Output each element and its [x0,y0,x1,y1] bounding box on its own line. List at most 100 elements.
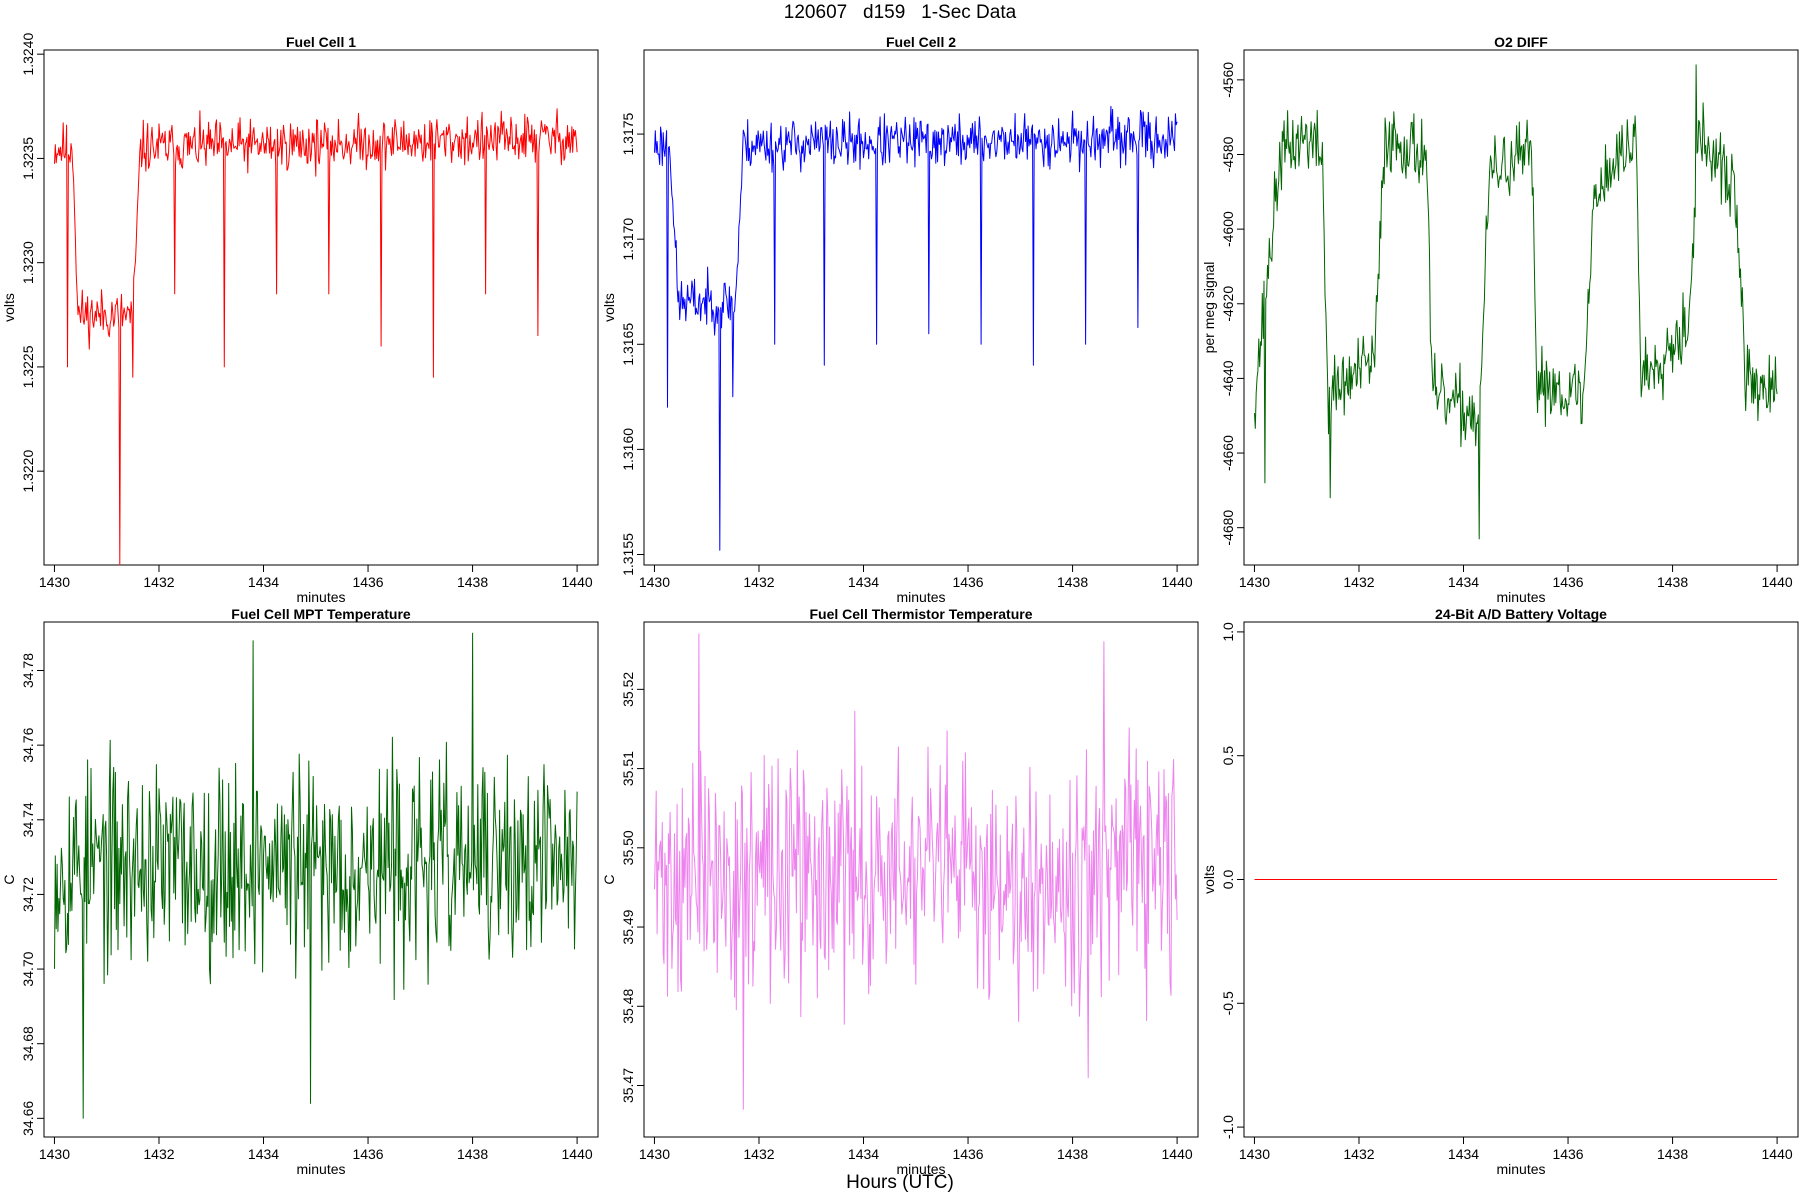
y-tick-label: 35.52 [620,672,636,707]
x-tick-label: 1434 [1448,574,1479,590]
x-tick-label: 1436 [952,1146,983,1162]
x-tick-label: 1438 [1657,1146,1688,1162]
x-tick-label: 1438 [457,574,488,590]
x-tick-label: 1430 [639,1146,670,1162]
x-tick-label: 1430 [39,1146,70,1162]
y-tick-label: -4600 [1220,211,1236,247]
y-tick-label: 1.3225 [20,345,36,388]
y-tick-label: 34.66 [20,1101,36,1136]
x-tick-label: 1440 [1162,1146,1193,1162]
plot-frame [43,49,599,566]
chart-svg: Fuel Cell Thermistor Temperature 1430 1432… [601,606,1199,1177]
chart-title: Fuel Cell Thermistor Temperature [809,606,1032,622]
x-tick-label: 1432 [143,1146,174,1162]
y-tick-label: 34.70 [20,951,36,986]
x-axis-label: minutes [896,1161,945,1177]
chart-svg: Fuel Cell MPT Temperature 1430 1432 1434 143… [1,606,599,1177]
x-tick-label: 1438 [1057,1146,1088,1162]
y-tick-label: -4560 [1220,62,1236,98]
x-tick-label: 1434 [848,574,879,590]
x-tick-label: 1432 [1343,1146,1374,1162]
x-tick-label: 1440 [1162,574,1193,590]
x-tick-label: 1436 [352,574,383,590]
x-tick-label: 1436 [352,1146,383,1162]
y-axis-label: volts [1,293,17,322]
series-line [54,108,578,566]
y-tick-label: 1.3235 [20,137,36,180]
x-tick-label: 1430 [639,574,670,590]
y-tick-label: 0.5 [1220,746,1236,766]
series-line [54,632,578,1119]
y-tick-label: -4580 [1220,136,1236,172]
panel-battery-voltage: 24-Bit A/D Battery Voltage 1430 1432 1434 14… [1200,600,1800,1185]
x-tick-label: 1434 [848,1146,879,1162]
x-tick-label: 1430 [39,574,70,590]
plot-frame [643,49,1199,566]
x-tick-label: 1432 [143,574,174,590]
x-tick-label: 1436 [952,574,983,590]
series-line [1254,64,1778,540]
x-tick-label: 1440 [562,574,593,590]
plot-frame [43,621,599,1138]
figure-title: 120607 d159 1-Sec Data [783,2,1017,23]
panel-mpt-temperature: Fuel Cell MPT Temperature 1430 1432 1434 143… [0,600,600,1185]
panel-fuel-cell-1: Fuel Cell 1 1430 1432 1434 1436 1438 1440 minut… [0,28,600,613]
y-tick-label: 1.3230 [20,241,36,284]
chart-svg: 24-Bit A/D Battery Voltage 1430 1432 1434 14… [1201,606,1799,1177]
x-tick-label: 1436 [1552,574,1583,590]
panel-thermistor-temperature: Fuel Cell Thermistor Temperature 1430 1432… [600,600,1200,1185]
chart-title: Fuel Cell 2 [886,34,956,50]
y-axis-label: per meg signal [1201,262,1217,354]
x-tick-label: 1432 [743,574,774,590]
y-tick-label: -4620 [1220,286,1236,322]
y-tick-label: -0.5 [1220,991,1236,1015]
x-axis-label: minutes [896,589,945,605]
series-line [654,633,1178,1110]
chart-title: Fuel Cell 1 [286,34,356,50]
y-axis-label: volts [601,293,617,322]
x-tick-label: 1434 [1448,1146,1479,1162]
y-tick-label: -4680 [1220,510,1236,546]
panel-o2-diff: O2 DIFF 1430 1432 1434 1436 1438 1440 minutes -4… [1200,28,1800,613]
y-tick-label: 1.3170 [620,218,636,261]
x-axis-label: minutes [1496,589,1545,605]
y-tick-label: 34.68 [20,1026,36,1061]
x-tick-label: 1430 [1239,1146,1270,1162]
y-tick-label: -1.0 [1220,1115,1236,1139]
y-tick-label: 0.0 [1220,870,1236,890]
x-tick-label: 1440 [1762,574,1793,590]
y-tick-label: -4640 [1220,360,1236,396]
x-axis-label: minutes [296,589,345,605]
y-tick-label: 35.50 [620,830,636,865]
x-tick-label: 1436 [1552,1146,1583,1162]
y-tick-label: 1.3165 [620,323,636,366]
y-tick-label: 1.3220 [20,450,36,493]
x-tick-label: 1440 [1762,1146,1793,1162]
chart-svg: Fuel Cell 2 1430 1432 1434 1436 1438 1440 minut… [601,34,1199,605]
x-tick-label: 1432 [743,1146,774,1162]
chart-title: 24-Bit A/D Battery Voltage [1435,606,1607,622]
x-tick-label: 1432 [1343,574,1374,590]
x-tick-label: 1434 [248,574,279,590]
chart-title: O2 DIFF [1494,34,1548,50]
y-axis-label: C [601,874,617,884]
x-tick-label: 1440 [562,1146,593,1162]
y-tick-label: 35.47 [620,1068,636,1103]
x-tick-label: 1438 [1657,574,1688,590]
y-axis-label: C [1,874,17,884]
x-axis-label: minutes [296,1161,345,1177]
y-tick-label: 34.74 [20,802,36,837]
chart-title: Fuel Cell MPT Temperature [231,606,411,622]
y-tick-label: 35.51 [620,751,636,786]
panel-fuel-cell-2: Fuel Cell 2 1430 1432 1434 1436 1438 1440 minut… [600,28,1200,613]
y-tick-label: 35.49 [620,909,636,944]
y-tick-label: 1.3175 [620,112,636,155]
x-axis-caption: Hours (UTC) [846,1172,954,1193]
y-tick-label: 1.0 [1220,622,1236,642]
x-tick-label: 1438 [1057,574,1088,590]
y-tick-label: 1.3155 [620,533,636,576]
series-line [654,105,1178,551]
y-tick-label: 34.72 [20,877,36,912]
y-tick-label: 34.78 [20,653,36,688]
y-tick-label: 35.48 [620,989,636,1024]
